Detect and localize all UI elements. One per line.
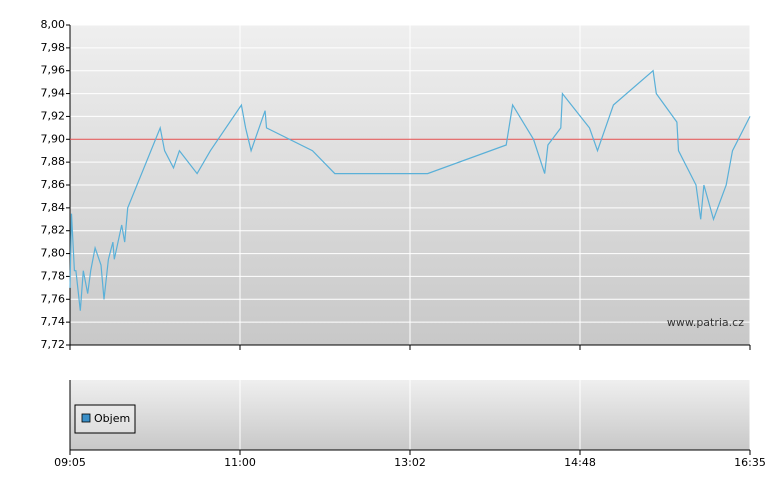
y-tick-label: 7,74 [41,315,66,328]
y-tick-label: 7,98 [41,41,66,54]
x-tick-label: 11:00 [224,456,256,469]
x-tick-label: 09:05 [54,456,86,469]
y-tick-label: 7,72 [41,338,66,351]
y-tick-label: 7,84 [41,201,66,214]
price-line [69,69,751,311]
y-tick-label: 7,82 [41,224,66,237]
legend-label: Objem [94,412,130,425]
x-tick-label: 16:35 [734,456,766,469]
y-tick-label: 7,92 [41,109,66,122]
y-tick-label: 7,96 [41,64,66,77]
y-tick-label: 7,94 [41,87,66,100]
y-tick-label: 7,80 [41,247,66,260]
x-tick-label: 14:48 [564,456,596,469]
y-tick-label: 7,90 [41,132,66,145]
y-tick-label: 7,78 [41,269,66,282]
y-tick-label: 7,86 [41,178,66,191]
watermark: www.patria.cz [667,316,744,329]
x-tick-label: 13:02 [394,456,426,469]
y-tick-label: 8,00 [41,18,66,31]
y-tick-label: 7,88 [41,155,66,168]
y-tick-label: 7,76 [41,292,66,305]
legend-swatch [81,413,91,423]
